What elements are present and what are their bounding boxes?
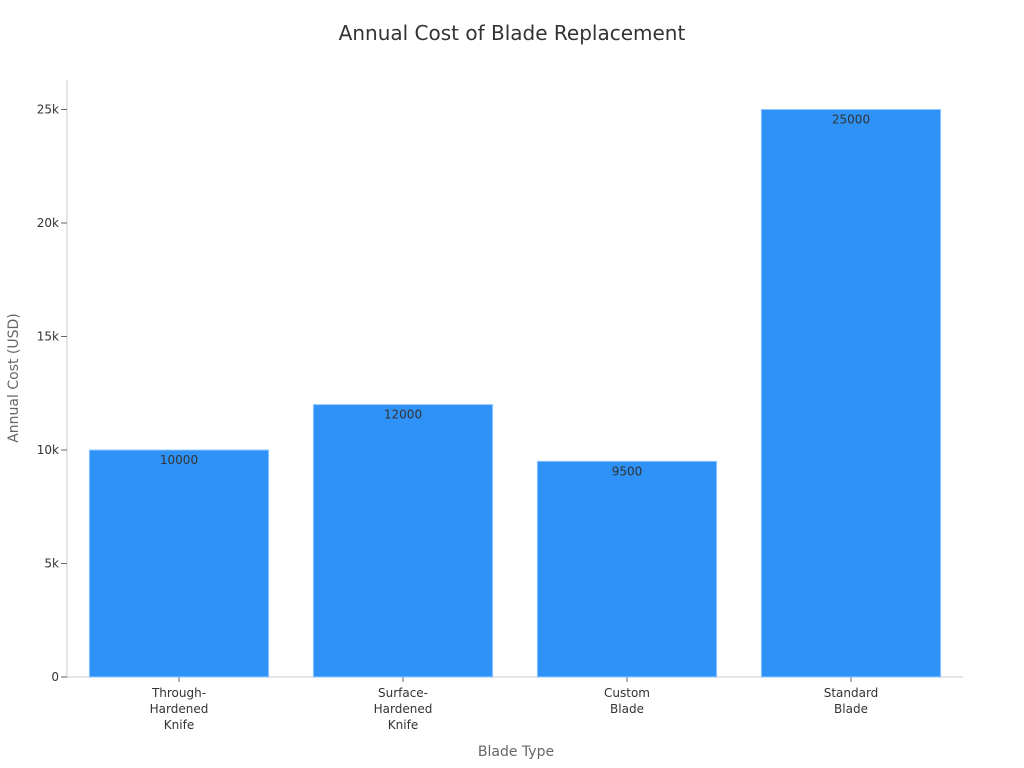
y-axis-title: Annual Cost (USD) [6,313,22,443]
x-tick-label-line: Standard [824,686,879,700]
x-tick-label-line: Knife [164,718,194,732]
x-tick-label: Custom Blade [604,686,650,716]
bar-value-label: 10000 [160,453,198,467]
y-tick-label: 5k [44,557,59,571]
bar[interactable] [88,449,270,678]
x-tick-label: Surface- Hardened Knife [374,686,433,732]
y-tick-label: 10k [37,443,59,457]
x-tick-label-line: Knife [388,718,418,732]
x-axis: Through- Hardened Knife Surface- Hardened Kni… [67,676,963,732]
y-axis: 0 5k 10k 15k 20k 25k [37,80,68,684]
x-tick-label: Standard Blade [824,686,879,716]
x-tick-label-line: Custom [604,686,650,700]
bar-value-label: 12000 [384,408,422,422]
x-tick-label-line: Hardened [374,702,433,716]
chart-title: Annual Cost of Blade Replacement [339,21,686,45]
y-tick-label: 25k [37,103,59,117]
y-tick-label: 20k [37,216,59,230]
bar-value-label: 25000 [832,113,870,127]
data-labels: 10000 12000 9500 25000 [160,113,870,479]
x-axis-title: Blade Type [478,744,554,760]
y-tick-label: 15k [37,330,59,344]
bar-value-label: 9500 [612,464,643,478]
y-tick-label: 0 [51,670,59,684]
x-tick-label-line: Hardened [150,702,209,716]
bar[interactable] [312,404,494,678]
bar[interactable] [760,109,942,678]
x-tick-label-line: Through- [151,686,206,700]
x-tick-label-line: Blade [834,702,868,716]
x-tick-label-line: Blade [610,702,644,716]
x-tick-label: Through- Hardened Knife [150,686,209,732]
bar[interactable] [536,460,718,678]
x-tick-label-line: Surface- [378,686,428,700]
bars [88,109,942,678]
